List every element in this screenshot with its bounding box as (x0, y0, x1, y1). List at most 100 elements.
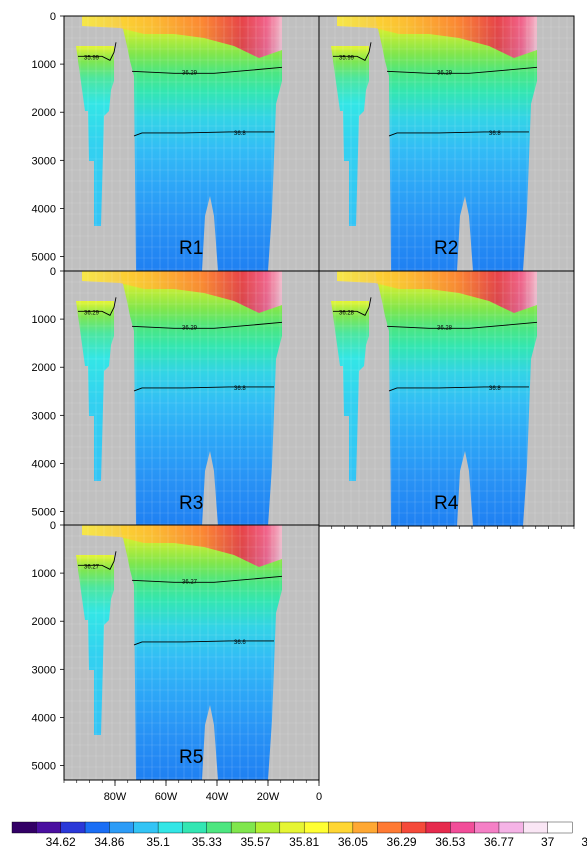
panel-label: R4 (434, 493, 459, 514)
y-tick-label: 4000 (32, 458, 56, 470)
panel-label: R2 (434, 238, 458, 259)
contour-label: 36.27 (182, 579, 198, 585)
contour-line (333, 297, 372, 316)
western-basin-field (76, 46, 114, 226)
contour-label: 36.8 (489, 131, 501, 137)
y-tick-label: 2000 (32, 107, 56, 119)
contour-line (78, 42, 117, 61)
colorbar-swatch (547, 821, 573, 834)
y-tick-label: 2000 (32, 616, 56, 628)
contour-line (133, 386, 274, 392)
western-basin-field (76, 301, 114, 481)
x-tick-label: 40W (206, 791, 229, 803)
western-basin-field (331, 46, 369, 226)
colorbar-swatch (84, 821, 110, 834)
colorbar-swatch (474, 821, 500, 834)
contour-line (131, 321, 283, 329)
y-tick-label: 1000 (32, 59, 56, 71)
eastern-basin-field (82, 525, 282, 780)
eastern-basin-field (82, 16, 282, 271)
colorbar-swatch (182, 821, 208, 834)
colorbar-label: 35.1 (146, 835, 170, 849)
colorbar-swatch (498, 821, 524, 834)
colorbar-swatch (401, 821, 427, 834)
y-tick-label: 1000 (32, 314, 56, 326)
eastern-basin-field (82, 271, 282, 526)
contour-label: 36.27 (84, 564, 100, 570)
eastern-basin-field (337, 16, 537, 271)
contour-line (386, 321, 538, 329)
panel-label: R1 (179, 238, 203, 259)
colorbar-label: 36.29 (387, 835, 417, 849)
colorbar-swatch (303, 821, 330, 834)
surface-high-salinity-layer (82, 525, 282, 567)
contour-label: 36.29 (437, 70, 453, 76)
colorbar-swatch (450, 821, 476, 834)
contour-label: 36.8 (234, 386, 246, 392)
contour-label: 35.99 (339, 55, 355, 61)
x-tick-label: 20W (257, 791, 280, 803)
colorbar-label: 36.05 (338, 835, 368, 849)
colorbar-swatch (377, 821, 403, 834)
western-basin-field (331, 301, 369, 481)
contour-line (388, 131, 529, 137)
y-tick-label: 5000 (32, 252, 56, 264)
colorbar-swatch (255, 821, 281, 834)
colorbar-label: 35.33 (192, 835, 222, 849)
contour-label: 36.28 (339, 310, 355, 316)
contour-label: 36.8 (234, 131, 246, 137)
colorbar-swatch (36, 821, 62, 834)
surface-high-salinity-layer (337, 271, 537, 313)
colorbar-label: 35.81 (289, 835, 319, 849)
y-tick-label: 5000 (32, 507, 56, 519)
colorbar-swatch (279, 821, 305, 834)
contour-label: 35.99 (84, 55, 100, 61)
y-tick-label: 0 (50, 520, 56, 532)
eastern-basin-field (337, 271, 537, 526)
colorbar-swatch (523, 821, 549, 834)
western-basin-field (76, 555, 114, 735)
colorbar-label: 36.77 (484, 835, 514, 849)
y-tick-label: 0 (50, 11, 56, 23)
colorbar-swatch (60, 821, 86, 834)
contour-label: 36.29 (182, 70, 198, 76)
colorbar-label: 35.57 (240, 835, 270, 849)
y-tick-label: 4000 (32, 203, 56, 215)
colorbar-label: 34.62 (46, 835, 76, 849)
panel-label: R5 (179, 747, 203, 768)
contour-line (386, 66, 538, 74)
y-tick-label: 3000 (32, 664, 56, 676)
colorbar-swatch (133, 821, 159, 834)
y-tick-label: 2000 (32, 362, 56, 374)
contour-line (133, 640, 274, 646)
colorbar-swatch (352, 821, 378, 834)
y-tick-label: 4000 (32, 712, 56, 724)
contour-line (388, 386, 529, 392)
contour-line (131, 575, 283, 583)
contour-line (78, 551, 117, 570)
colorbar-label: 37.24 (581, 835, 587, 849)
panel-r3: 36.29 36.29 36.8 R3 0 1000 2000 3000 4000 5000 (32, 266, 320, 529)
panel-label: R3 (179, 493, 203, 514)
x-tick-label: 60W (155, 791, 178, 803)
surface-high-salinity-layer (337, 16, 537, 58)
colorbar-swatch (206, 821, 232, 834)
colorbar-swatch (157, 821, 183, 834)
panel-r4: 36.28 36.28 36.8 R4 (318, 270, 575, 529)
y-tick-label: 3000 (32, 155, 56, 167)
colorbar-label: 37 (541, 835, 555, 849)
surface-high-salinity-layer (82, 271, 282, 313)
y-tick-label: 5000 (32, 761, 56, 773)
y-tick-label: 1000 (32, 568, 56, 580)
colorbar-swatch (11, 821, 37, 834)
contour-label: 36.29 (182, 325, 198, 331)
colorbar: 34.62 34.86 35.1 35.33 35.57 35.81 36.05 36.29 3… (11, 821, 587, 849)
contour-line (131, 66, 283, 74)
colorbar-label: 36.53 (435, 835, 465, 849)
colorbar-label: 34.86 (94, 835, 124, 849)
colorbar-swatch (230, 821, 256, 834)
contour-label: 36.28 (437, 325, 453, 331)
contour-label: 36.8 (489, 386, 501, 392)
x-tick-label: 0 (316, 791, 322, 803)
